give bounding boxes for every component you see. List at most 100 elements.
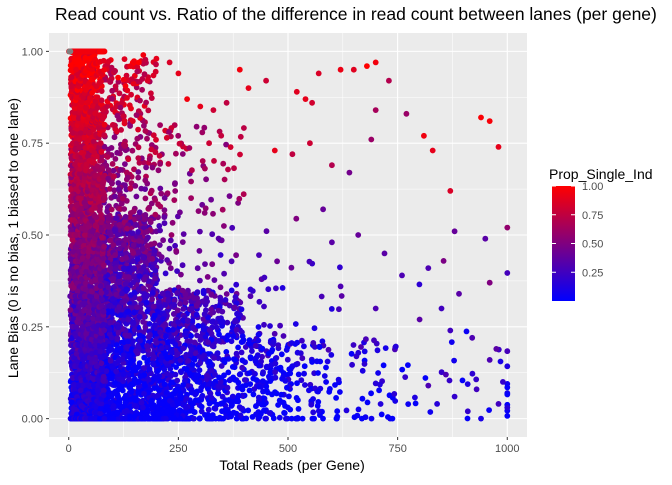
data-point <box>142 291 148 297</box>
data-point <box>209 319 215 325</box>
data-point <box>504 225 510 231</box>
data-point <box>241 191 247 197</box>
data-point <box>183 300 189 306</box>
data-point <box>180 151 186 157</box>
data-point <box>180 239 186 245</box>
data-point <box>273 355 279 361</box>
data-point <box>329 306 335 312</box>
data-point <box>300 416 306 422</box>
data-point <box>385 414 391 420</box>
data-point <box>237 152 243 158</box>
data-point <box>363 336 369 342</box>
data-point <box>109 207 115 213</box>
data-point <box>131 242 137 248</box>
data-point <box>118 167 124 173</box>
data-point <box>256 252 262 258</box>
data-point <box>216 236 222 242</box>
data-point <box>201 125 207 131</box>
data-point <box>402 374 408 380</box>
data-point <box>184 396 190 402</box>
data-point <box>141 255 147 261</box>
data-point <box>238 406 244 412</box>
data-point <box>155 393 161 399</box>
data-point <box>166 297 172 303</box>
data-point <box>114 129 120 135</box>
data-point <box>209 231 215 237</box>
data-point <box>113 156 119 162</box>
data-point <box>271 415 277 421</box>
data-point <box>115 180 121 186</box>
data-point <box>119 291 125 297</box>
data-point <box>180 306 186 312</box>
data-point <box>144 359 150 365</box>
data-point <box>178 369 184 375</box>
data-point <box>210 343 216 349</box>
data-point <box>230 364 236 370</box>
data-point <box>247 388 253 394</box>
data-point <box>125 175 131 181</box>
data-point <box>194 333 200 339</box>
data-point <box>317 344 323 350</box>
data-point <box>157 242 163 248</box>
data-point <box>337 264 343 270</box>
data-point <box>154 340 160 346</box>
data-point <box>460 378 466 384</box>
data-point <box>156 167 162 173</box>
data-point <box>162 220 168 226</box>
data-point <box>137 338 143 344</box>
data-point <box>128 106 134 112</box>
data-point <box>375 347 381 353</box>
data-point <box>125 339 131 345</box>
data-point <box>114 335 120 341</box>
data-point <box>165 292 171 298</box>
data-point <box>123 281 129 287</box>
data-point <box>293 216 299 222</box>
data-point <box>356 407 362 413</box>
data-point <box>139 87 145 93</box>
data-point <box>129 389 135 395</box>
data-point <box>107 229 113 235</box>
data-point <box>498 359 504 365</box>
data-point <box>175 319 181 325</box>
data-point <box>504 385 510 391</box>
data-point <box>117 222 123 228</box>
data-point <box>266 351 272 357</box>
data-point <box>164 135 170 141</box>
data-point <box>104 404 110 410</box>
data-point <box>150 165 156 171</box>
data-point <box>177 141 183 147</box>
data-point <box>378 401 384 407</box>
data-point <box>362 361 368 367</box>
data-point <box>273 375 279 381</box>
data-point <box>123 83 129 89</box>
data-point <box>393 344 399 350</box>
data-point <box>193 377 199 383</box>
data-point <box>135 390 141 396</box>
data-point <box>209 261 215 267</box>
data-point <box>143 100 149 106</box>
data-point <box>111 122 117 128</box>
data-point <box>135 175 141 181</box>
data-point <box>383 345 389 351</box>
data-point <box>209 368 215 374</box>
data-point <box>399 367 405 373</box>
data-point <box>360 368 366 374</box>
data-point <box>197 360 203 366</box>
data-point <box>151 354 157 360</box>
data-point <box>110 364 116 370</box>
data-point <box>240 333 246 339</box>
data-point <box>219 363 225 369</box>
data-point <box>241 125 247 131</box>
data-point <box>149 95 155 101</box>
data-point <box>293 321 299 327</box>
data-point <box>112 68 118 74</box>
data-point <box>253 358 259 364</box>
data-point <box>127 413 133 419</box>
data-point <box>315 403 321 409</box>
data-point <box>159 345 165 351</box>
data-point <box>116 186 122 192</box>
data-point <box>299 338 305 344</box>
data-point <box>151 362 157 368</box>
data-point <box>250 414 256 420</box>
